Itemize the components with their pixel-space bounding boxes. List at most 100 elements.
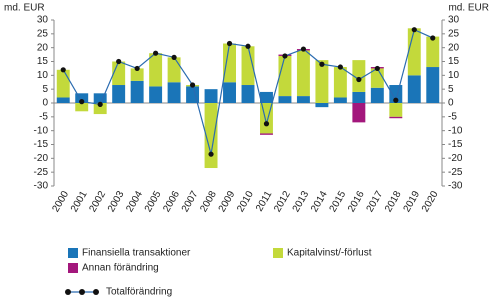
line-marker [189,82,196,88]
y-tick-label: -15 [34,139,49,150]
line-marker [319,61,325,67]
bar [56,97,70,103]
bar [241,46,255,86]
x-tick-label: 2010 [235,189,256,214]
line-marker [263,121,270,127]
y2-tick-label: 20 [448,42,460,53]
line-marker [116,58,122,65]
bar [260,133,273,135]
legend-label: Annan förändring [82,263,159,274]
line-marker [411,27,417,33]
line-marker [208,151,214,157]
bar [204,103,218,169]
legend-label: Kapitalvinst/-förlust [287,248,372,259]
line-marker [79,99,85,105]
bar [315,60,329,103]
y-tick-label: 20 [37,42,49,53]
y2-tick-label: -30 [448,181,463,192]
bar [370,87,384,103]
x-tick-label: 2011 [254,189,274,214]
bar [75,93,89,103]
bar [56,69,70,98]
bar [167,82,181,103]
bar [149,86,163,103]
y-tick-label: 0 [42,98,48,109]
bar [333,97,347,103]
bar [296,96,310,103]
y-tick-label: 25 [37,28,49,39]
line-marker [356,76,362,83]
bar [389,103,403,117]
y2-tick-label: 15 [448,56,460,67]
bar [407,75,421,103]
bar [260,91,273,103]
x-tick-label: 2003 [106,189,127,214]
y-tick-label: -20 [34,153,49,164]
x-tick-label: 2018 [383,189,404,214]
line-marker [300,46,307,52]
x-tick-label: 2012 [272,189,293,214]
y2-tick-label: -10 [448,125,463,136]
x-tick-label: 2015 [328,189,349,214]
bar [426,36,440,68]
x-tick-label: 2017 [365,189,386,214]
y2-tick-label: -25 [448,167,463,178]
y-tick-label: 10 [37,70,49,81]
y2-tick-label: 0 [448,98,454,109]
bar [223,82,236,103]
bar [149,53,163,87]
line-marker [226,40,233,47]
line-marker [245,43,251,49]
y-tick-label: -25 [34,167,49,178]
x-tick-label: 2008 [198,189,219,214]
y2-tick-label: -5 [448,111,457,122]
bar [241,85,255,103]
line-marker [374,65,380,72]
x-tick-label: 2007 [180,189,201,214]
y2-tick-label: 5 [448,84,454,95]
legend-marker [79,289,85,295]
bar [130,68,144,81]
line-marker [337,64,343,70]
bar [352,91,366,103]
legend-swatch [273,248,283,258]
y2-tick-label: 25 [448,28,460,39]
y-axis-label: md. EUR [4,3,45,14]
x-tick-label: 2019 [402,189,423,214]
legend-swatch [68,248,78,258]
bar [296,50,310,97]
x-tick-label: 2002 [87,189,108,214]
bar [407,28,421,76]
bar [204,89,218,103]
x-tick-label: 2000 [50,189,71,214]
bar [112,85,126,103]
legend-marker [93,289,99,295]
y2-tick-label: 10 [448,70,460,81]
bar [278,96,292,103]
line-marker [430,35,436,41]
bar [223,43,236,83]
x-tick-label: 2004 [124,189,145,214]
line-marker [171,54,177,60]
x-tick-label: 2013 [291,189,312,214]
y2-axis-label: md. EUR [448,3,489,14]
line-marker [60,67,66,73]
bar [352,60,366,92]
bar [389,116,403,119]
y-tick-label: -5 [39,111,48,122]
y-tick-label: 30 [37,15,49,26]
x-tick-label: 2005 [143,189,164,214]
x-tick-label: 2020 [420,189,441,214]
bar [75,103,89,112]
y2-tick-label: 30 [448,15,460,26]
y-tick-label: -30 [34,181,49,192]
bar [112,61,126,86]
legend-marker [65,289,71,295]
y-tick-label: 5 [42,84,48,95]
legend-swatch [68,263,78,273]
bar [333,67,347,98]
y2-tick-label: -20 [448,153,463,164]
bar [93,93,107,103]
y-tick-label: 15 [37,56,49,67]
